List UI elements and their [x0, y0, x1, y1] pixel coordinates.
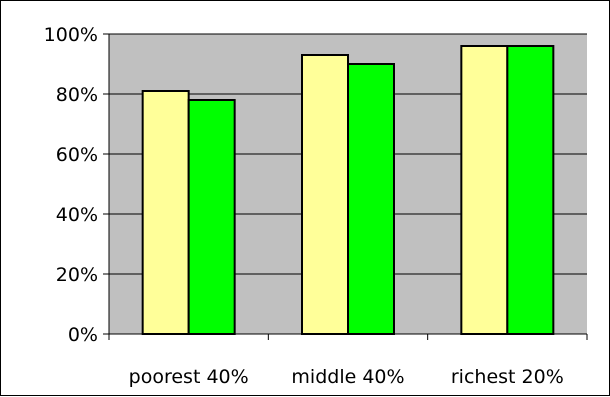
bar-2-2 [347, 63, 395, 335]
y-tick-label: 0% [68, 324, 98, 346]
y-tick-label: 80% [56, 84, 98, 106]
bar-2-1 [187, 99, 236, 335]
bar-2-3 [506, 45, 555, 335]
y-tick-label: 60% [56, 144, 98, 166]
bar-1-1 [141, 90, 190, 335]
bar-1-3 [460, 45, 509, 335]
y-tick-label: 40% [56, 204, 98, 226]
x-axis-ticks: poorest 40% middle 40% richest 20% [108, 334, 588, 388]
x-tick-label: richest 20% [451, 366, 564, 388]
x-tick-label: poorest 40% [129, 366, 249, 388]
bars [141, 45, 555, 335]
y-tick-label: 20% [56, 264, 98, 286]
bar-1-2 [301, 54, 349, 335]
y-tick-label: 100% [44, 24, 98, 46]
x-tick-label: middle 40% [291, 366, 404, 388]
y-axis-ticks: 0% 20% 40% 60% 80% 100% [44, 24, 109, 346]
